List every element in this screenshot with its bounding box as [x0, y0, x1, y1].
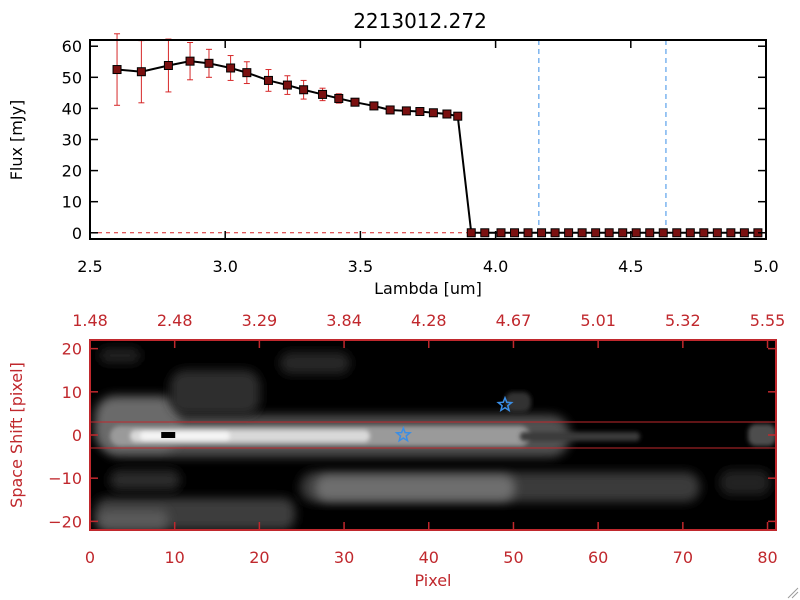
- data-point: [185, 56, 195, 66]
- data-point: [263, 75, 273, 85]
- data-point: [204, 58, 214, 68]
- y-tick-label: 10: [62, 383, 82, 402]
- x-tick-label: 30: [334, 548, 354, 567]
- y-tick-label: 0: [72, 224, 82, 243]
- data-point: [226, 63, 236, 73]
- x-tick-label: 70: [673, 548, 693, 567]
- window-resize-grip[interactable]: [787, 587, 799, 599]
- x-tick-label: 4.5: [618, 257, 643, 276]
- x-tick-label: 80: [757, 548, 777, 567]
- top-tick-label: 3.29: [242, 311, 278, 330]
- spectrum-marks: [90, 33, 766, 239]
- data-point: [591, 228, 601, 238]
- data-point: [350, 97, 360, 107]
- data-point: [428, 108, 438, 118]
- data-point: [523, 228, 533, 238]
- data-point: [496, 228, 506, 238]
- data-point: [510, 228, 520, 238]
- spectrum-y-axis-label: Flux [mJy]: [7, 100, 26, 181]
- y-tick-label: 40: [62, 99, 82, 118]
- data-point: [618, 228, 628, 238]
- data-point: [604, 228, 614, 238]
- top-tick-label: 5.32: [665, 311, 701, 330]
- x-tick-label: 10: [165, 548, 185, 567]
- top-tick-label: 5.55: [750, 311, 786, 330]
- image-y-ticks: −20 −10 0 10 20: [48, 340, 776, 531]
- data-point: [672, 228, 682, 238]
- data-point: [112, 65, 122, 75]
- data-point: [334, 93, 344, 103]
- y-tick-label: 20: [62, 340, 82, 359]
- data-point: [318, 89, 328, 99]
- data-point: [564, 228, 574, 238]
- image-x-axis-label: Pixel: [414, 571, 451, 590]
- flux-series-line: [116, 60, 758, 234]
- data-point: [136, 67, 146, 77]
- data-point: [550, 228, 560, 238]
- data-point: [685, 228, 695, 238]
- data-point: [577, 228, 587, 238]
- image-top-wavelength-ticks: 1.48 2.48 3.29 3.84 4.28 4.67 5.01 5.32 5.55: [72, 311, 785, 348]
- top-tick-label: 4.67: [496, 311, 532, 330]
- data-point: [480, 228, 490, 238]
- x-tick-label: 3.5: [348, 257, 373, 276]
- spectrum-y-ticks: 0 10 20 30 40 50 60: [62, 37, 766, 243]
- data-point: [699, 228, 709, 238]
- data-point: [537, 228, 547, 238]
- y-tick-label: 0: [72, 426, 82, 445]
- image-y-axis-label: Space Shift [pixel]: [7, 362, 26, 508]
- x-tick-label: 40: [419, 548, 439, 567]
- y-tick-label: 50: [62, 68, 82, 87]
- image-overlay: [90, 395, 776, 449]
- y-tick-label: −20: [48, 512, 82, 531]
- top-tick-label: 4.28: [411, 311, 447, 330]
- data-point: [442, 109, 452, 119]
- top-tick-label: 3.84: [326, 311, 362, 330]
- data-point: [739, 228, 749, 238]
- x-tick-label: 20: [249, 548, 269, 567]
- data-point: [658, 228, 668, 238]
- x-tick-label: 0: [85, 548, 95, 567]
- top-tick-label: 1.48: [72, 311, 108, 330]
- y-tick-label: 30: [62, 131, 82, 150]
- data-point: [415, 107, 425, 117]
- y-tick-label: 10: [62, 193, 82, 212]
- data-point: [163, 60, 173, 70]
- data-point: [631, 228, 641, 238]
- data-point: [299, 85, 309, 95]
- chart-title: 2213012.272: [353, 9, 487, 33]
- x-tick-label: 5.0: [753, 257, 778, 276]
- data-point: [453, 111, 463, 121]
- star-marker-icon: [394, 425, 413, 443]
- x-tick-label: 50: [503, 548, 523, 567]
- data-point: [645, 228, 655, 238]
- x-tick-label: 60: [588, 548, 608, 567]
- spectrum-x-axis-label: Lambda [um]: [374, 279, 482, 298]
- image-panel: 0 10 20 30 40 50 60 70 80 1.48 2.48 3.29 3.84 4.28 4.…: [7, 311, 785, 590]
- data-point: [401, 106, 411, 116]
- x-tick-label: 3.0: [212, 257, 237, 276]
- image-emission: [95, 348, 776, 530]
- data-point: [369, 101, 379, 111]
- y-tick-label: 20: [62, 162, 82, 181]
- top-tick-label: 5.01: [580, 311, 616, 330]
- star-marker-icon: [496, 395, 514, 413]
- x-tick-label: 2.5: [77, 257, 102, 276]
- spectrum-axes-frame: [89, 39, 767, 240]
- data-point: [712, 228, 722, 238]
- y-tick-label: 60: [62, 37, 82, 56]
- x-tick-label: 4.0: [483, 257, 508, 276]
- top-tick-label: 2.48: [157, 311, 193, 330]
- data-point: [726, 228, 736, 238]
- data-point: [466, 228, 476, 238]
- data-point: [282, 80, 292, 90]
- y-tick-label: −10: [48, 469, 82, 488]
- spectrum-x-ticks: 2.5 3.0 3.5 4.0 4.5 5.0: [77, 40, 779, 276]
- data-point: [385, 105, 395, 115]
- image-x-ticks: 0 10 20 30 40 50 60 70 80: [85, 522, 778, 567]
- spectrum-panel: 2213012.272 2.5 3.0 3.5 4.0 4.5 5.0 0 10 20 30 40…: [7, 9, 779, 298]
- data-point: [242, 68, 252, 78]
- peak-marker: [161, 432, 176, 438]
